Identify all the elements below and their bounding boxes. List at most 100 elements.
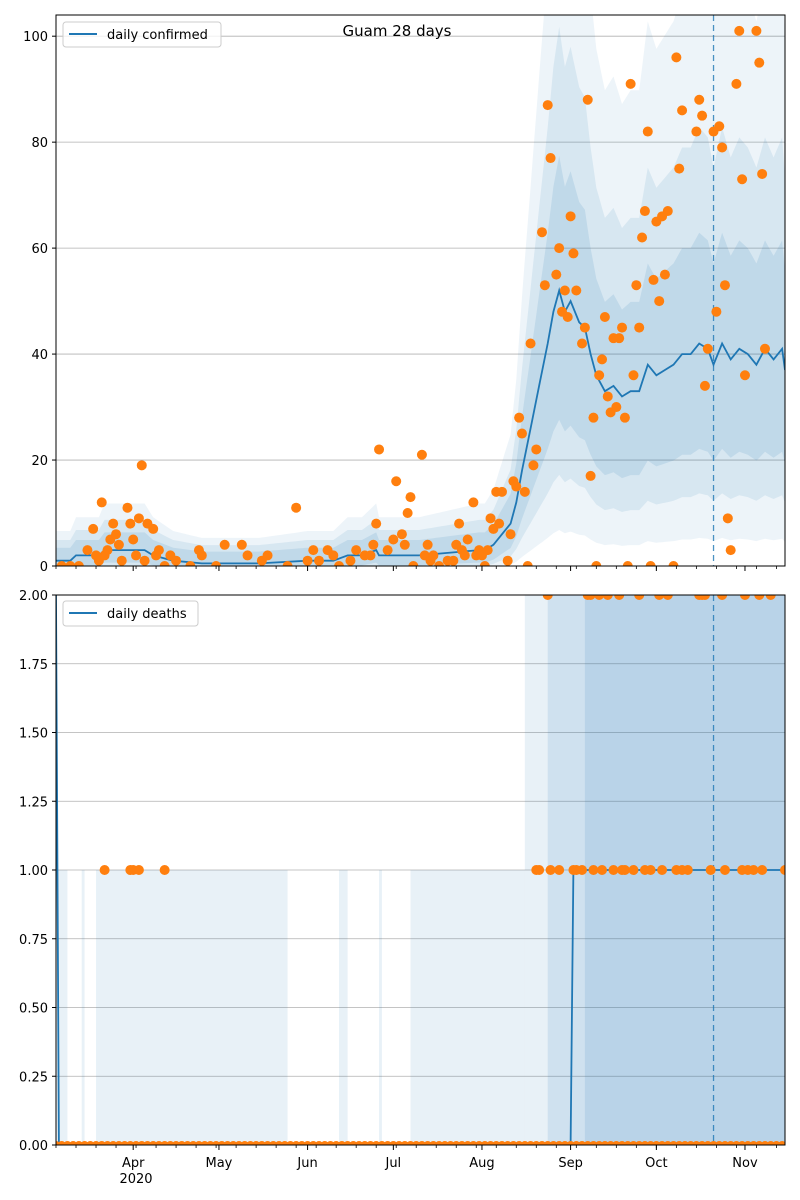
confirmed-observed-point: [262, 550, 273, 561]
confirmed-observed-point: [539, 280, 550, 291]
confirmed-observed-point: [485, 513, 496, 524]
confirmed-observed-point: [502, 555, 513, 566]
confirmed-observed-point: [479, 561, 490, 566]
deaths-observed-point: [585, 595, 596, 600]
confirmed-observed-point: [159, 561, 170, 566]
confirmed-observed-point: [219, 539, 230, 550]
confirmed-observed-point: [702, 343, 713, 354]
confirmed-observed-point: [674, 163, 685, 174]
confirmed-observed-point: [422, 539, 433, 550]
confirmed-observed-point: [602, 391, 613, 402]
deaths-band: [410, 870, 525, 1145]
confirmed-observed-point: [171, 555, 182, 566]
confirmed-observed-point: [302, 555, 313, 566]
confirmed-observed-point: [454, 518, 465, 529]
confirmed-observed-point: [737, 174, 748, 185]
confirmed-observed-point: [642, 126, 653, 137]
confirmed-observed-point: [559, 285, 570, 296]
x-tick-label: Sep: [558, 1156, 583, 1171]
deaths-y-tick-label: 0.75: [19, 933, 48, 948]
confirmed-observed-point: [734, 25, 745, 36]
x-tick-label: May: [206, 1156, 233, 1171]
confirmed-observed-point: [671, 52, 682, 63]
deaths-observed-point: [554, 865, 565, 875]
deaths-zero-point: [778, 1141, 785, 1145]
x-tick-label: Jun: [296, 1156, 317, 1171]
confirmed-observed-point: [582, 94, 593, 105]
confirmed-observed-point: [522, 561, 533, 566]
confirmed-observed-point: [125, 518, 136, 529]
deaths-band: [96, 870, 288, 1145]
confirmed-band: [56, 155, 785, 566]
confirmed-observed-point: [116, 555, 127, 566]
deaths-y-tick-label: 0.25: [19, 1070, 48, 1085]
confirmed-observed-point: [531, 444, 542, 455]
confirmed-observed-point: [662, 206, 673, 217]
confirmed-observed-point: [122, 502, 133, 513]
confirmed-observed-point: [637, 232, 648, 243]
confirmed-observed-point: [388, 534, 399, 545]
confirmed-observed-point: [308, 545, 319, 556]
confirmed-observed-point: [759, 343, 770, 354]
confirmed-observed-point: [519, 486, 530, 497]
confirmed-observed-point: [562, 311, 573, 322]
confirmed-observed-point: [148, 523, 159, 534]
confirmed-observed-point: [113, 539, 124, 550]
confirmed-observed-point: [597, 354, 608, 365]
confirmed-observed-point: [402, 508, 413, 519]
deaths-y-tick-label: 1.75: [19, 658, 48, 673]
deaths-y-tick-label: 0.50: [19, 1002, 48, 1017]
confirmed-y-tick-label: 60: [31, 242, 48, 257]
deaths-y-tick-label: 0.00: [19, 1139, 48, 1154]
confirmed-x-axis-ticks: [55, 566, 777, 571]
confirmed-observed-point: [408, 561, 419, 566]
deaths-observed-point: [717, 595, 728, 600]
confirmed-observed-point: [591, 561, 602, 566]
confirmed-observed-point: [654, 296, 665, 307]
confirmed-legend-label: daily confirmed: [107, 28, 208, 43]
deaths-observed-point: [739, 595, 750, 600]
confirmed-observed-point: [594, 370, 605, 381]
confirmed-observed-point: [631, 280, 642, 291]
confirmed-observed-point: [196, 550, 207, 561]
confirmed-observed-point: [371, 518, 382, 529]
confirmed-observed-point: [365, 550, 376, 561]
confirmed-observed-point: [382, 545, 393, 556]
confirmed-observed-point: [345, 555, 356, 566]
confirmed-y-tick-label: 40: [31, 348, 48, 363]
confirmed-observed-point: [639, 206, 650, 217]
confirmed-observed-point: [634, 322, 645, 333]
confirmed-observed-point: [568, 248, 579, 259]
confirmed-observed-point: [396, 529, 407, 540]
confirmed-observed-point: [128, 534, 139, 545]
deaths-observed-point: [588, 865, 599, 875]
confirmed-plot-area: [56, 15, 785, 566]
deaths-observed-point: [719, 865, 730, 875]
confirmed-observed-point: [754, 57, 765, 68]
deaths-legend-label: daily deaths: [107, 607, 187, 622]
confirmed-observed-point: [677, 105, 688, 116]
confirmed-observed-point: [565, 211, 576, 222]
confirmed-observed-point: [599, 311, 610, 322]
confirmed-observed-point: [236, 539, 247, 550]
deaths-legend: daily deaths: [62, 600, 199, 627]
deaths-y-tick-label: 2.00: [19, 589, 48, 604]
deaths-observed-point: [602, 595, 613, 600]
confirmed-observed-point: [416, 449, 427, 460]
deaths-observed-point: [594, 595, 605, 600]
confirmed-observed-point: [102, 545, 113, 556]
deaths-observed-point: [619, 865, 630, 875]
x-tick-label: Oct: [645, 1156, 667, 1171]
confirmed-observed-point: [699, 380, 710, 391]
confirmed-y-axis: 0 20 40 60 80 100: [23, 30, 56, 575]
confirmed-y-tick-label: 80: [31, 136, 48, 151]
confirmed-observed-point: [717, 142, 728, 153]
deaths-observed-point: [99, 865, 110, 875]
confirmed-observed-point: [139, 555, 150, 566]
confirmed-observed-point: [588, 412, 599, 423]
confirmed-observed-point: [185, 561, 196, 566]
deaths-observed-point: [682, 865, 693, 875]
confirmed-observed-point: [648, 274, 659, 285]
confirmed-observed-point: [614, 333, 625, 344]
